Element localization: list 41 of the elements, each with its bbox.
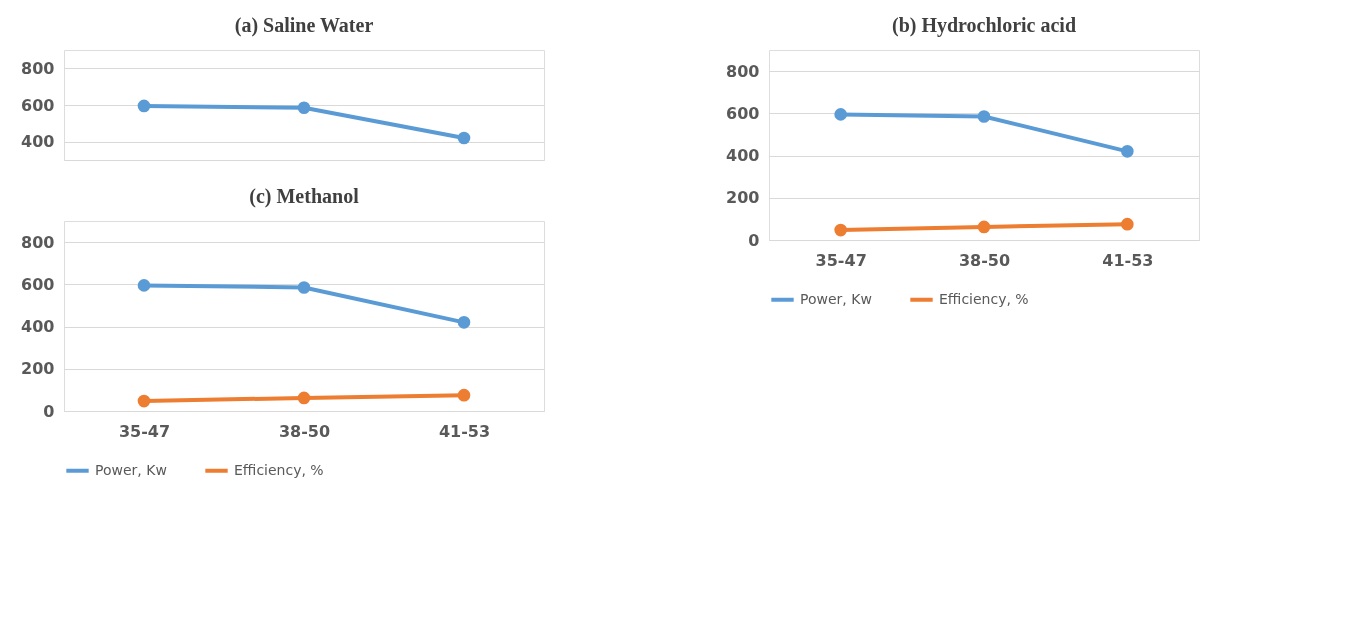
x-tick-label: 41-53 [438,421,491,441]
y-tick-label: 400 [21,132,55,152]
chart-title: (b) Hydrochloric acid [891,14,1077,37]
point [297,281,311,294]
point [137,279,151,292]
point [137,394,151,408]
y-tick-label: 800 [726,61,760,81]
chart-title: (c) Methanol [249,185,360,208]
y-tick-label: 600 [21,95,55,115]
y-tick-label: 200 [726,188,760,208]
point [977,220,991,234]
point [834,223,847,237]
point [977,110,991,123]
y-tick-label: 800 [21,58,55,78]
x-tick-label: 38-50 [958,250,1011,270]
y-tick-label: 400 [21,317,55,337]
point [137,99,151,113]
legend-label: Efficiency, % [939,290,1029,307]
y-tick-label: 400 [726,146,760,166]
point [457,388,471,402]
y-tick-label: 800 [21,232,55,252]
y-tick-label: 0 [748,230,760,250]
y-tick-label: 200 [21,359,55,379]
point [834,108,847,121]
x-tick-label: 35-47 [815,250,867,270]
x-tick-label: 38-50 [278,421,331,441]
point [1121,217,1134,231]
legend-label: Power, Kw [800,290,872,307]
y-tick-label: 600 [21,274,55,294]
y-tick-label: 0 [43,401,55,421]
legend-label: Efficiency, % [234,461,324,478]
point [457,316,471,329]
point [297,391,311,405]
point [457,131,471,145]
legend-label: Power, Kw [95,461,167,478]
chart-title: (a) Saline Water [234,14,374,37]
point [297,101,311,115]
point [1121,145,1134,158]
y-tick-label: 600 [726,103,760,123]
x-tick-label: 41-53 [1102,250,1154,270]
x-tick-label: 35-47 [118,421,171,441]
